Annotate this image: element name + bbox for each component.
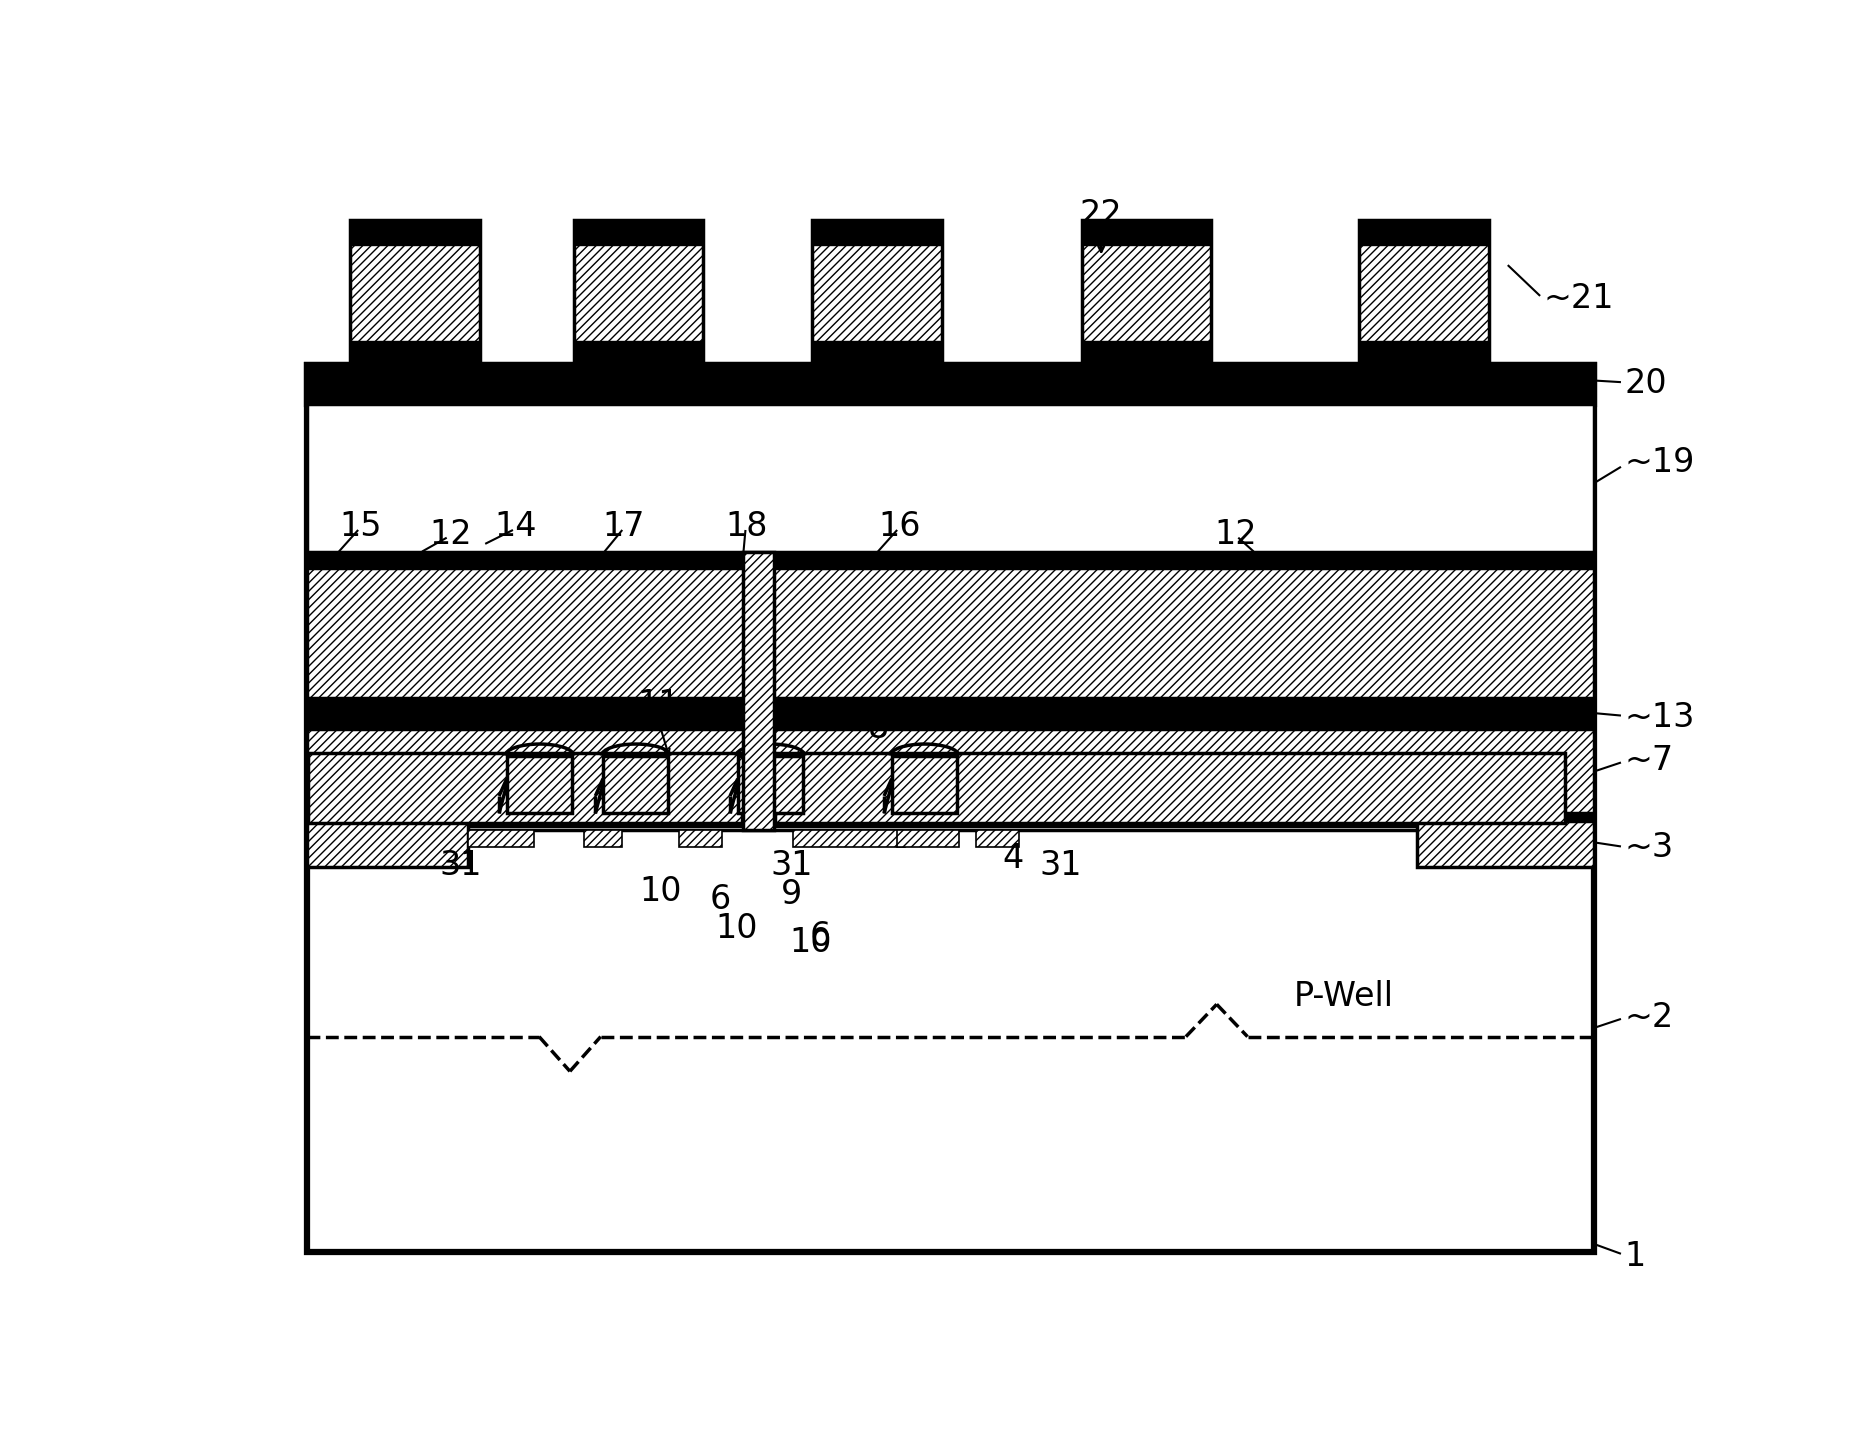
Bar (603, 755, 669, 813)
Bar (1083, 341, 1212, 363)
Text: 8: 8 (867, 711, 888, 745)
Text: P-Well: P-Well (1294, 980, 1394, 1013)
Bar (892, 755, 957, 813)
Bar (350, 341, 479, 363)
Bar (1360, 341, 1489, 363)
Text: ~21: ~21 (1543, 283, 1615, 315)
Bar (680, 831, 721, 847)
Text: 17: 17 (603, 511, 644, 543)
Bar (307, 820, 468, 867)
Text: 20: 20 (1624, 367, 1667, 401)
Text: ~13: ~13 (1624, 700, 1695, 733)
Bar (307, 813, 1594, 828)
Bar (813, 221, 942, 245)
Text: ~3: ~3 (1624, 832, 1674, 864)
Bar (307, 754, 742, 823)
Bar (1360, 221, 1489, 363)
Text: 31: 31 (440, 849, 481, 883)
Bar (573, 221, 702, 245)
Bar (350, 221, 479, 245)
Text: 18: 18 (727, 511, 768, 543)
Bar (307, 714, 1594, 729)
Bar (307, 729, 1594, 813)
Bar (508, 755, 573, 813)
Text: 12: 12 (1216, 518, 1257, 552)
Bar (1083, 221, 1212, 245)
Bar (775, 754, 1564, 823)
Text: ~19: ~19 (1624, 447, 1695, 479)
Text: 9: 9 (781, 877, 802, 910)
Bar (738, 755, 804, 813)
Text: 11: 11 (637, 687, 680, 720)
Text: 6: 6 (809, 921, 832, 953)
Bar (813, 341, 942, 363)
Text: 14: 14 (494, 511, 538, 543)
Bar (792, 831, 905, 847)
Bar (584, 831, 622, 847)
Bar (573, 221, 702, 363)
Bar (307, 366, 1594, 404)
Bar (307, 404, 1594, 552)
Bar (573, 341, 702, 363)
Text: 22: 22 (1081, 197, 1122, 231)
Text: 16: 16 (878, 511, 922, 543)
Bar (1416, 820, 1594, 867)
Text: 10: 10 (789, 926, 832, 960)
Bar (307, 552, 1594, 569)
Text: 10: 10 (639, 876, 682, 909)
Text: 31: 31 (1040, 849, 1083, 883)
Text: 1: 1 (1624, 1240, 1646, 1272)
Bar (307, 366, 1594, 1252)
Bar (350, 221, 479, 363)
Bar (744, 552, 774, 831)
Bar (307, 698, 1594, 714)
Bar (468, 831, 534, 847)
Text: ~7: ~7 (1624, 745, 1674, 777)
Text: 6: 6 (710, 883, 730, 916)
Bar (307, 569, 1594, 698)
Text: ~2: ~2 (1624, 1000, 1674, 1034)
Text: 15: 15 (339, 511, 382, 543)
Text: 10: 10 (715, 912, 759, 945)
Bar (813, 221, 942, 363)
Text: 31: 31 (770, 849, 813, 883)
Text: 4: 4 (1002, 842, 1023, 874)
Bar (897, 831, 959, 847)
Bar (976, 831, 1019, 847)
Bar (1360, 221, 1489, 245)
Text: 12: 12 (429, 518, 472, 552)
Bar (1083, 221, 1212, 363)
